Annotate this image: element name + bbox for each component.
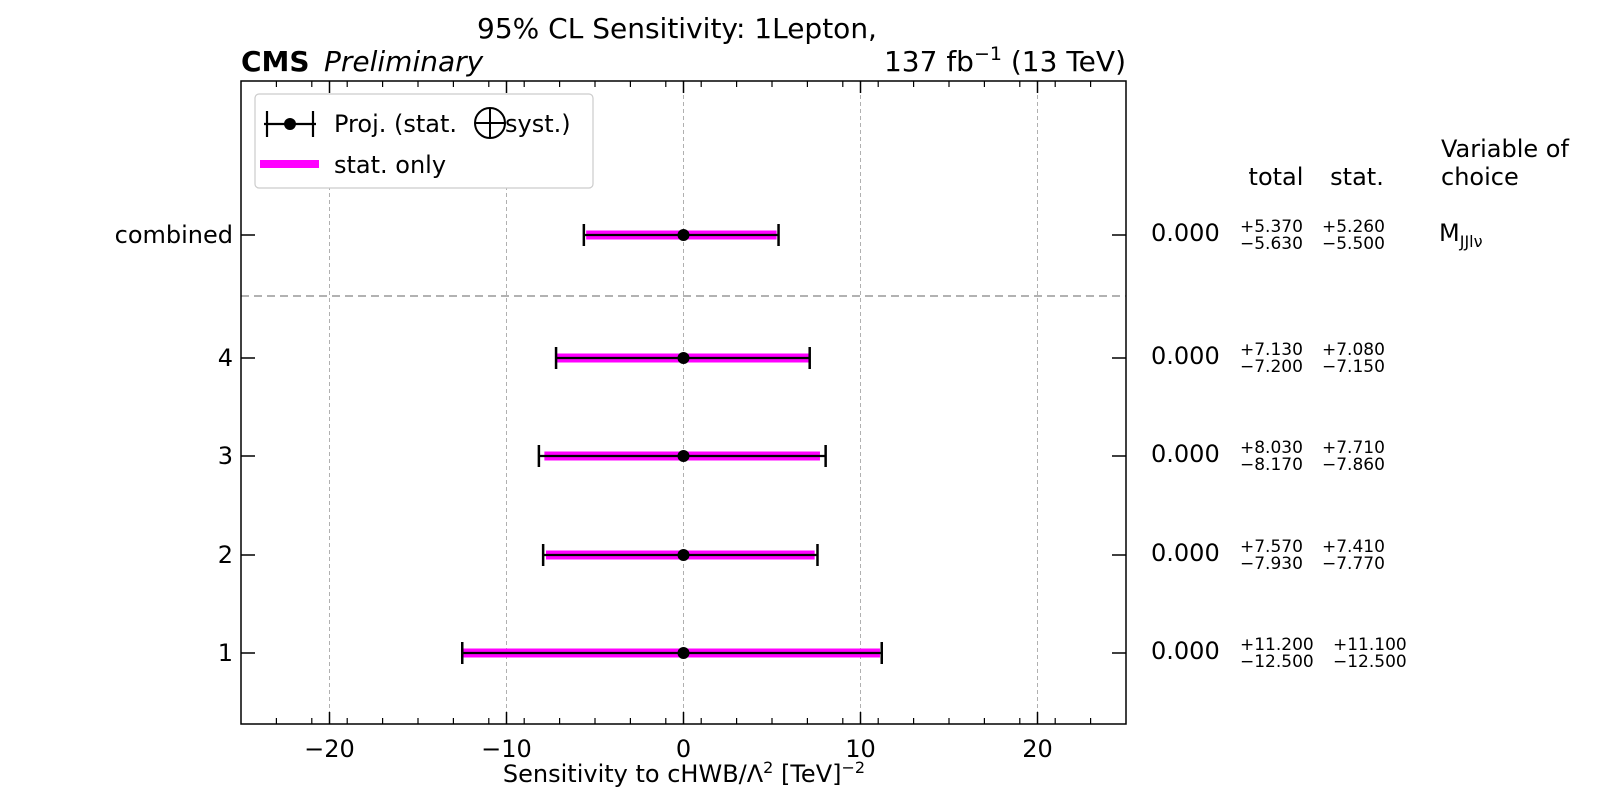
- stat-up-value: +11.100: [1333, 635, 1407, 655]
- row-label: 3: [218, 442, 233, 470]
- central-point: [677, 549, 690, 561]
- legend: Proj. (stat. syst.) stat. only: [254, 93, 594, 189]
- central-value: 0.000: [1151, 440, 1220, 468]
- legend-total-label-b: syst.): [505, 110, 571, 138]
- stat-up-value: +7.080: [1322, 340, 1385, 360]
- x-tick-label: 10: [845, 735, 876, 763]
- central-point: [677, 352, 690, 364]
- total-down-value: −7.930: [1240, 554, 1303, 574]
- legend-total-marker: [264, 111, 316, 137]
- x-axis-label: Sensitivity to cHWB/Λ2 [TeV]−2: [503, 758, 865, 788]
- total-down-value: −5.630: [1240, 234, 1303, 254]
- stat-down-value: −7.860: [1322, 455, 1385, 475]
- status-label: Preliminary: [324, 45, 484, 78]
- total-up-value: +5.370: [1240, 217, 1303, 237]
- lumi-label: 137 fb−1 (13 TeV): [884, 43, 1126, 78]
- central-value: 0.000: [1151, 539, 1220, 567]
- central-point: [677, 229, 690, 241]
- data-marks: [461, 224, 883, 664]
- central-point: [677, 647, 690, 659]
- legend-stat-label: stat. only: [334, 151, 446, 179]
- central-value: 0.000: [1151, 342, 1220, 370]
- lumi-base: 137 fb: [884, 45, 974, 78]
- row-label: 4: [218, 344, 233, 372]
- header-total: total: [1249, 163, 1304, 191]
- header-variable-line1: Variable of: [1441, 135, 1569, 163]
- stat-down-value: −7.770: [1322, 554, 1385, 574]
- total-down-value: −12.500: [1240, 652, 1314, 672]
- total-up-value: +8.030: [1240, 438, 1303, 458]
- stat-down-value: −12.500: [1333, 652, 1407, 672]
- stat-up-value: +5.260: [1322, 217, 1385, 237]
- total-up-value: +11.200: [1240, 635, 1314, 655]
- stat-up-value: +7.410: [1322, 537, 1385, 557]
- x-axis-label-base: Sensitivity to cHWB/Λ: [503, 760, 764, 788]
- central-point: [677, 450, 690, 462]
- legend-total-label: Proj. (stat. syst.): [334, 110, 571, 138]
- legend-box: [254, 93, 594, 189]
- results-table: 0.000 +5.370−5.630 +5.260−5.500 MJJlν 0.000 +…: [1151, 217, 1483, 672]
- central-value: 0.000: [1151, 219, 1220, 247]
- total-down-value: −7.200: [1240, 357, 1303, 377]
- header-stat: stat.: [1330, 163, 1384, 191]
- chart-title: 95% CL Sensitivity: 1Lepton,: [477, 12, 877, 45]
- legend-total-label-a: Proj. (stat.: [334, 110, 457, 138]
- row-label: 1: [218, 639, 233, 667]
- x-axis-label-exp1: 2: [763, 758, 773, 777]
- x-tick-label: 20: [1022, 735, 1053, 763]
- x-tick-label: −10: [481, 735, 532, 763]
- y-axis-ticks: combined 4 3 2 1: [115, 221, 1126, 667]
- lumi-exponent: −1: [974, 43, 1002, 65]
- x-tick-label: −20: [304, 735, 355, 763]
- lumi-suffix: (13 TeV): [1002, 45, 1126, 78]
- total-down-value: −8.170: [1240, 455, 1303, 475]
- total-up-value: +7.570: [1240, 537, 1303, 557]
- experiment-label: CMS: [241, 45, 310, 78]
- variable-value: MJJlν: [1439, 219, 1483, 251]
- stat-up-value: +7.710: [1322, 438, 1385, 458]
- total-up-value: +7.130: [1240, 340, 1303, 360]
- stat-down-value: −7.150: [1322, 357, 1385, 377]
- x-axis-label-mid: [TeV]: [773, 760, 841, 788]
- central-value: 0.000: [1151, 637, 1220, 665]
- x-tick-label: 0: [676, 735, 691, 763]
- variable-subscript: JJlν: [1459, 232, 1483, 251]
- header-variable-line2: choice: [1441, 163, 1519, 191]
- stat-down-value: −5.500: [1322, 234, 1385, 254]
- x-axis-label-exp2: −2: [841, 758, 865, 777]
- row-label: combined: [115, 221, 233, 249]
- row-label: 2: [218, 541, 233, 569]
- oplus-icon: [474, 107, 506, 139]
- variable-base: M: [1439, 219, 1460, 247]
- x-axis-ticks: −20 −10 0 10 20: [275, 81, 1092, 763]
